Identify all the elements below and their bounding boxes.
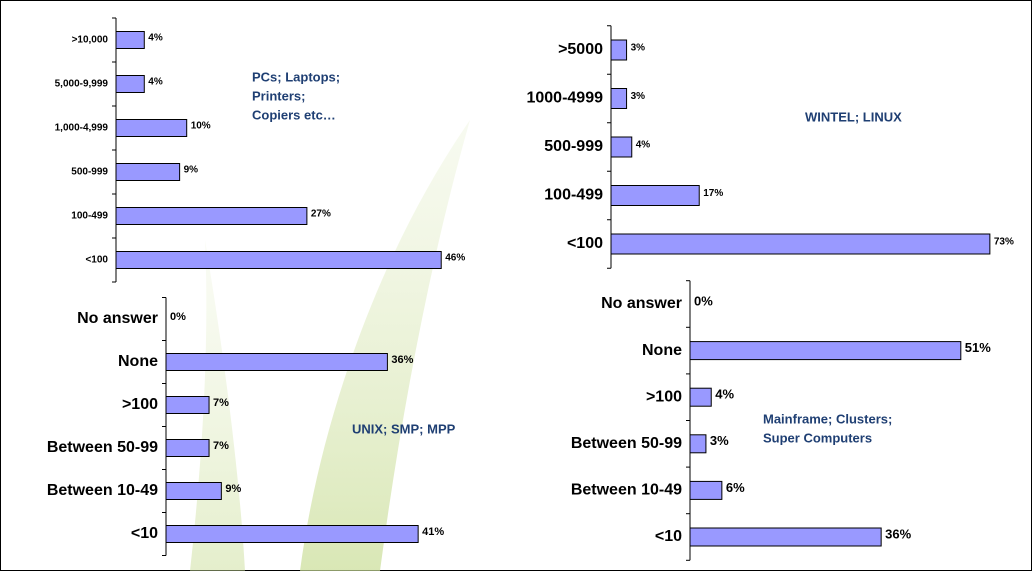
category-label: >5000 [558,41,603,58]
bar [115,251,442,269]
category-label: >100 [646,388,682,405]
bar [689,434,707,454]
value-label: 7% [213,440,229,452]
bar [165,525,419,543]
bar [165,439,210,457]
value-label: 9% [184,165,199,176]
value-label: 41% [422,526,444,538]
category-label: None [118,353,158,370]
bar [689,387,712,407]
category-label: Between 10-49 [571,482,682,499]
category-label: No answer [601,295,682,312]
bar [610,136,633,158]
value-label: 10% [191,121,211,132]
value-label: 7% [213,397,229,409]
category-label: 100-499 [544,187,603,204]
category-label: 100-499 [71,211,108,222]
bar [689,480,723,500]
value-label: 0% [694,293,713,308]
category-label: <10 [131,525,158,542]
value-label: 51% [965,340,991,355]
category-label: >100 [122,396,158,413]
bar [165,396,210,414]
category-label: 5,000-9,999 [55,79,109,90]
annotation: Mainframe; Clusters; [763,411,892,426]
category-label: Between 50-99 [47,439,158,456]
annotation: UNIX; SMP; MPP [352,421,456,436]
annotation: WINTEL; LINUX [805,109,902,124]
value-label: 3% [631,43,646,54]
value-label: 36% [885,526,911,541]
value-label: 4% [636,140,651,151]
value-label: 4% [715,387,734,402]
category-label: <10 [655,528,682,545]
category-label: 500-999 [544,138,603,155]
category-label: None [642,342,682,359]
bar [115,163,181,181]
category-label: >10,000 [72,35,109,46]
bar [610,88,628,109]
bar [165,482,222,500]
background-leaf [300,120,470,571]
value-label: 9% [225,483,241,495]
category-label: 500-999 [71,167,108,178]
annotation: Copiers etc… [252,107,336,122]
value-label: 17% [703,188,723,199]
category-label: <100 [85,255,108,266]
value-label: 27% [311,209,331,220]
annotation: Super Computers [763,430,872,445]
annotation: Printers; [252,88,305,103]
category-label: 1,000-4,999 [55,123,109,134]
value-label: 3% [631,91,646,102]
category-label: No answer [77,310,158,327]
bar [610,185,700,206]
category-label: Between 50-99 [571,435,682,452]
value-label: 36% [391,354,413,366]
bar [610,39,628,61]
value-label: 3% [710,433,729,448]
value-label: 6% [726,480,745,495]
annotation: PCs; Laptops; [252,69,340,84]
bar [165,353,388,371]
bar [115,31,145,49]
value-label: 0% [170,311,186,323]
value-label: 73% [994,237,1014,248]
category-label: 1000-4999 [526,90,603,107]
bar [689,341,962,361]
bar [115,207,308,225]
bar [115,75,145,93]
value-label: 46% [445,253,465,264]
bar [115,119,188,137]
bar [689,527,882,547]
plots: >10,000 4% 5,000-9,999 4% 1,000-4,999 10% 500-… [47,17,1014,561]
category-label: Between 10-49 [47,482,158,499]
category-label: <100 [567,235,603,252]
bar [610,233,991,255]
value-label: 4% [148,33,163,44]
value-label: 4% [148,77,163,88]
